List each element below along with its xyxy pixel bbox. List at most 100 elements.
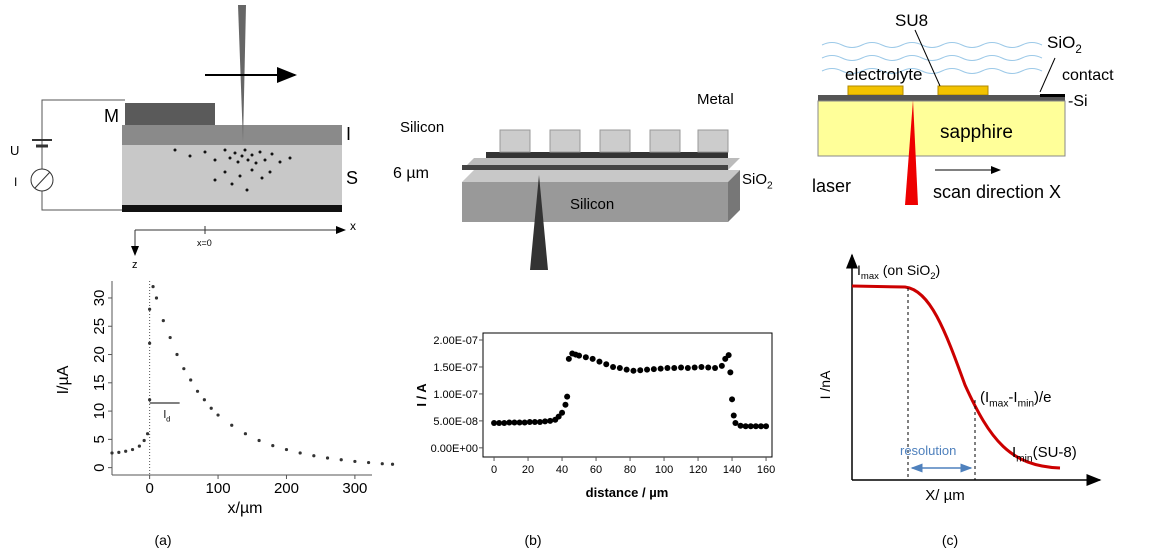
point: [380, 462, 384, 466]
point: [752, 423, 759, 430]
insulator: [122, 125, 342, 145]
silicon-base: [462, 182, 728, 222]
point: [684, 365, 691, 372]
diagram-label: I: [346, 124, 351, 144]
text-part: Silicon: [570, 196, 614, 213]
point: [353, 459, 357, 464]
point: [526, 418, 533, 425]
text-part: S: [346, 168, 358, 188]
text-part: I: [346, 124, 351, 144]
back-contact: [122, 205, 342, 212]
text-part: scan direction X: [933, 182, 1061, 202]
text-part: laser: [812, 176, 851, 196]
diagram-label: Silicon: [400, 119, 444, 136]
point: [161, 318, 165, 323]
diagram-label: 6 µm: [393, 165, 429, 182]
plot-frame: [482, 332, 773, 458]
point: [616, 365, 623, 372]
point: [564, 393, 571, 400]
x-tick-label: 200: [274, 480, 299, 497]
diagram-label: S: [346, 168, 358, 188]
point: [603, 361, 610, 368]
diagram-a: [30, 5, 346, 256]
x-tick-label: 120: [689, 464, 707, 476]
annotation: (Imax-Imin)/e: [980, 389, 1052, 410]
point: [565, 355, 572, 362]
text-part: z: [132, 259, 138, 271]
point: [671, 365, 678, 372]
text-part: I: [14, 175, 17, 189]
x-axis-title: distance / µm: [586, 485, 669, 500]
point: [175, 352, 179, 357]
point: [589, 355, 596, 362]
diagram-label: sapphire: [940, 122, 1013, 143]
x-tick-label: 100: [655, 464, 673, 476]
point: [325, 456, 330, 460]
point: [747, 423, 754, 430]
y-tick-label: 25: [91, 318, 108, 335]
point: [576, 352, 583, 359]
x-tick-label: 0: [491, 464, 497, 476]
diagram-label: SU8: [895, 11, 928, 30]
point: [737, 422, 744, 429]
point: [257, 438, 261, 443]
x-tick-label: 60: [590, 464, 602, 476]
point: [209, 406, 213, 410]
point: [339, 458, 343, 462]
substrate: [122, 145, 342, 205]
text-part: SiO: [1047, 33, 1075, 52]
su8-pad: [937, 85, 989, 96]
text-part: (SU-8): [1033, 444, 1077, 461]
annotation: Imin(SU-8): [1012, 444, 1077, 465]
electrolyte-waves: [821, 42, 1043, 74]
text-part: M: [104, 106, 119, 126]
point: [725, 352, 732, 359]
diagram-label: Silicon: [570, 196, 614, 213]
subscript: min: [1018, 399, 1034, 410]
annotation: resolution: [900, 443, 956, 458]
point: [506, 419, 513, 426]
point: [559, 409, 566, 416]
y-tick-label: 0.00E+00: [431, 443, 478, 455]
point: [623, 366, 630, 373]
x-tick-label: 80: [624, 464, 636, 476]
point: [312, 454, 316, 458]
point: [284, 447, 289, 452]
x-tick-label: 20: [522, 464, 534, 476]
silicon-top: [462, 170, 740, 182]
subscript: min: [1016, 454, 1032, 465]
point: [531, 418, 538, 425]
point: [154, 296, 159, 300]
subscript: max: [861, 271, 879, 282]
sapphire: [817, 100, 1066, 157]
sio2-layer: [462, 165, 728, 170]
point: [664, 365, 671, 372]
subscript: 2: [767, 181, 773, 192]
y-tick-label: 2.00E-07: [433, 335, 478, 347]
diagram-label: contact: [1062, 67, 1114, 84]
point: [521, 419, 528, 426]
point: [763, 423, 770, 430]
diagram-label: -Si: [1068, 93, 1088, 110]
text-part: U: [10, 143, 19, 158]
diagram-label: SiO2: [1047, 33, 1082, 56]
point: [511, 419, 518, 426]
point: [542, 418, 549, 425]
point: [182, 367, 186, 371]
subscript: 2: [1075, 44, 1081, 56]
plot-c: [846, 253, 1102, 486]
point: [547, 417, 554, 424]
point: [516, 419, 523, 426]
x-tick-label: 140: [723, 464, 741, 476]
carriers: [173, 148, 292, 192]
point: [691, 364, 698, 371]
annotation: ld: [164, 409, 171, 423]
point: [732, 420, 739, 427]
point: [637, 367, 644, 374]
text-part: 6 µm: [393, 165, 429, 182]
y-tick-label: 1.00E-07: [433, 389, 478, 401]
diagram-label: U: [10, 143, 19, 158]
text-part: ): [936, 262, 941, 278]
diagram-label: x=0: [197, 238, 212, 248]
